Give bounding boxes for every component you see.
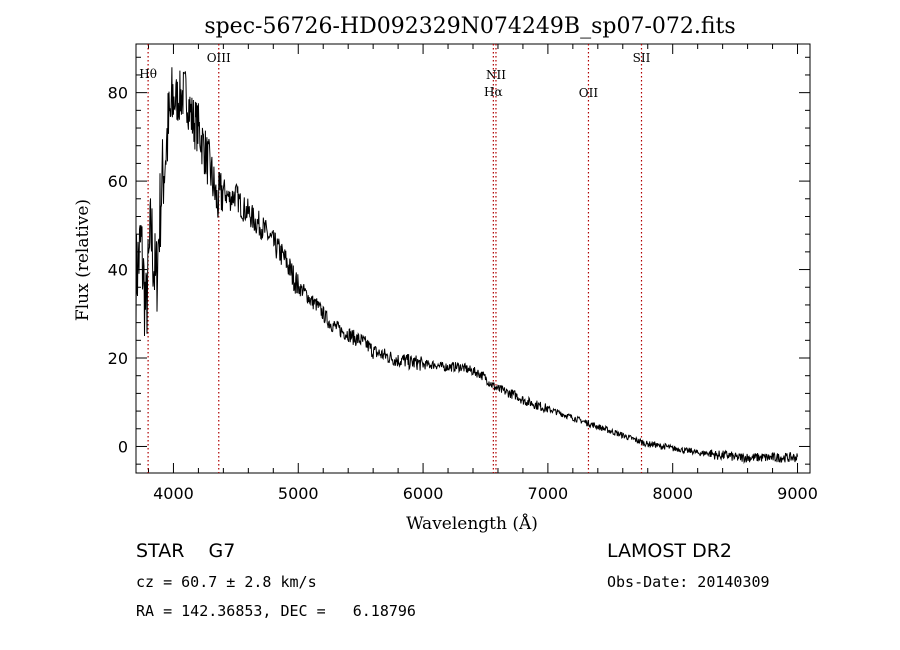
spectrum-line bbox=[135, 67, 798, 465]
plot-axes: 4000 5000 6000 7000 8000 9000 0 20 40 60 80 bbox=[108, 43, 818, 503]
y-tick-label: 60 bbox=[108, 172, 128, 191]
emission-line-label: Hα bbox=[484, 85, 503, 99]
x-tick-label: 5000 bbox=[278, 484, 319, 503]
y-tick-label: 0 bbox=[118, 437, 128, 456]
obs-date-label: Obs-Date: 20140309 bbox=[607, 573, 770, 591]
x-tick-label: 9000 bbox=[777, 484, 818, 503]
x-axis-label: Wavelength (Å) bbox=[406, 513, 538, 534]
y-tick-label: 80 bbox=[108, 84, 128, 103]
plot-frame bbox=[135, 43, 811, 474]
x-tick-label: 7000 bbox=[528, 484, 569, 503]
survey-label: LAMOST DR2 bbox=[607, 540, 732, 562]
coordinates-label: RA = 142.36853, DEC = 6.18796 bbox=[136, 602, 416, 620]
y-axis-label: Flux (relative) bbox=[73, 199, 93, 321]
x-tick-label: 4000 bbox=[153, 484, 194, 503]
x-tick-label: 8000 bbox=[652, 484, 693, 503]
emission-line-label: OII bbox=[579, 86, 599, 100]
emission-line-label: OIII bbox=[207, 51, 231, 65]
emission-line-label: Hθ bbox=[139, 67, 157, 81]
y-tick-label: 20 bbox=[108, 349, 128, 368]
emission-line-label: NII bbox=[486, 68, 506, 82]
emission-line-markers: Hθ OIII NII Hα OII SII bbox=[139, 44, 651, 473]
y-tick-label: 40 bbox=[108, 261, 128, 280]
emission-line-label: SII bbox=[633, 51, 651, 65]
object-class-label: STAR G7 bbox=[136, 540, 236, 562]
chart-title: spec-56726-HD092329N074249B_sp07-072.fit… bbox=[204, 14, 735, 39]
redshift-label: cz = 60.7 ± 2.8 km/s bbox=[136, 573, 317, 591]
x-tick-label: 6000 bbox=[403, 484, 444, 503]
spectrum-series bbox=[135, 67, 798, 465]
